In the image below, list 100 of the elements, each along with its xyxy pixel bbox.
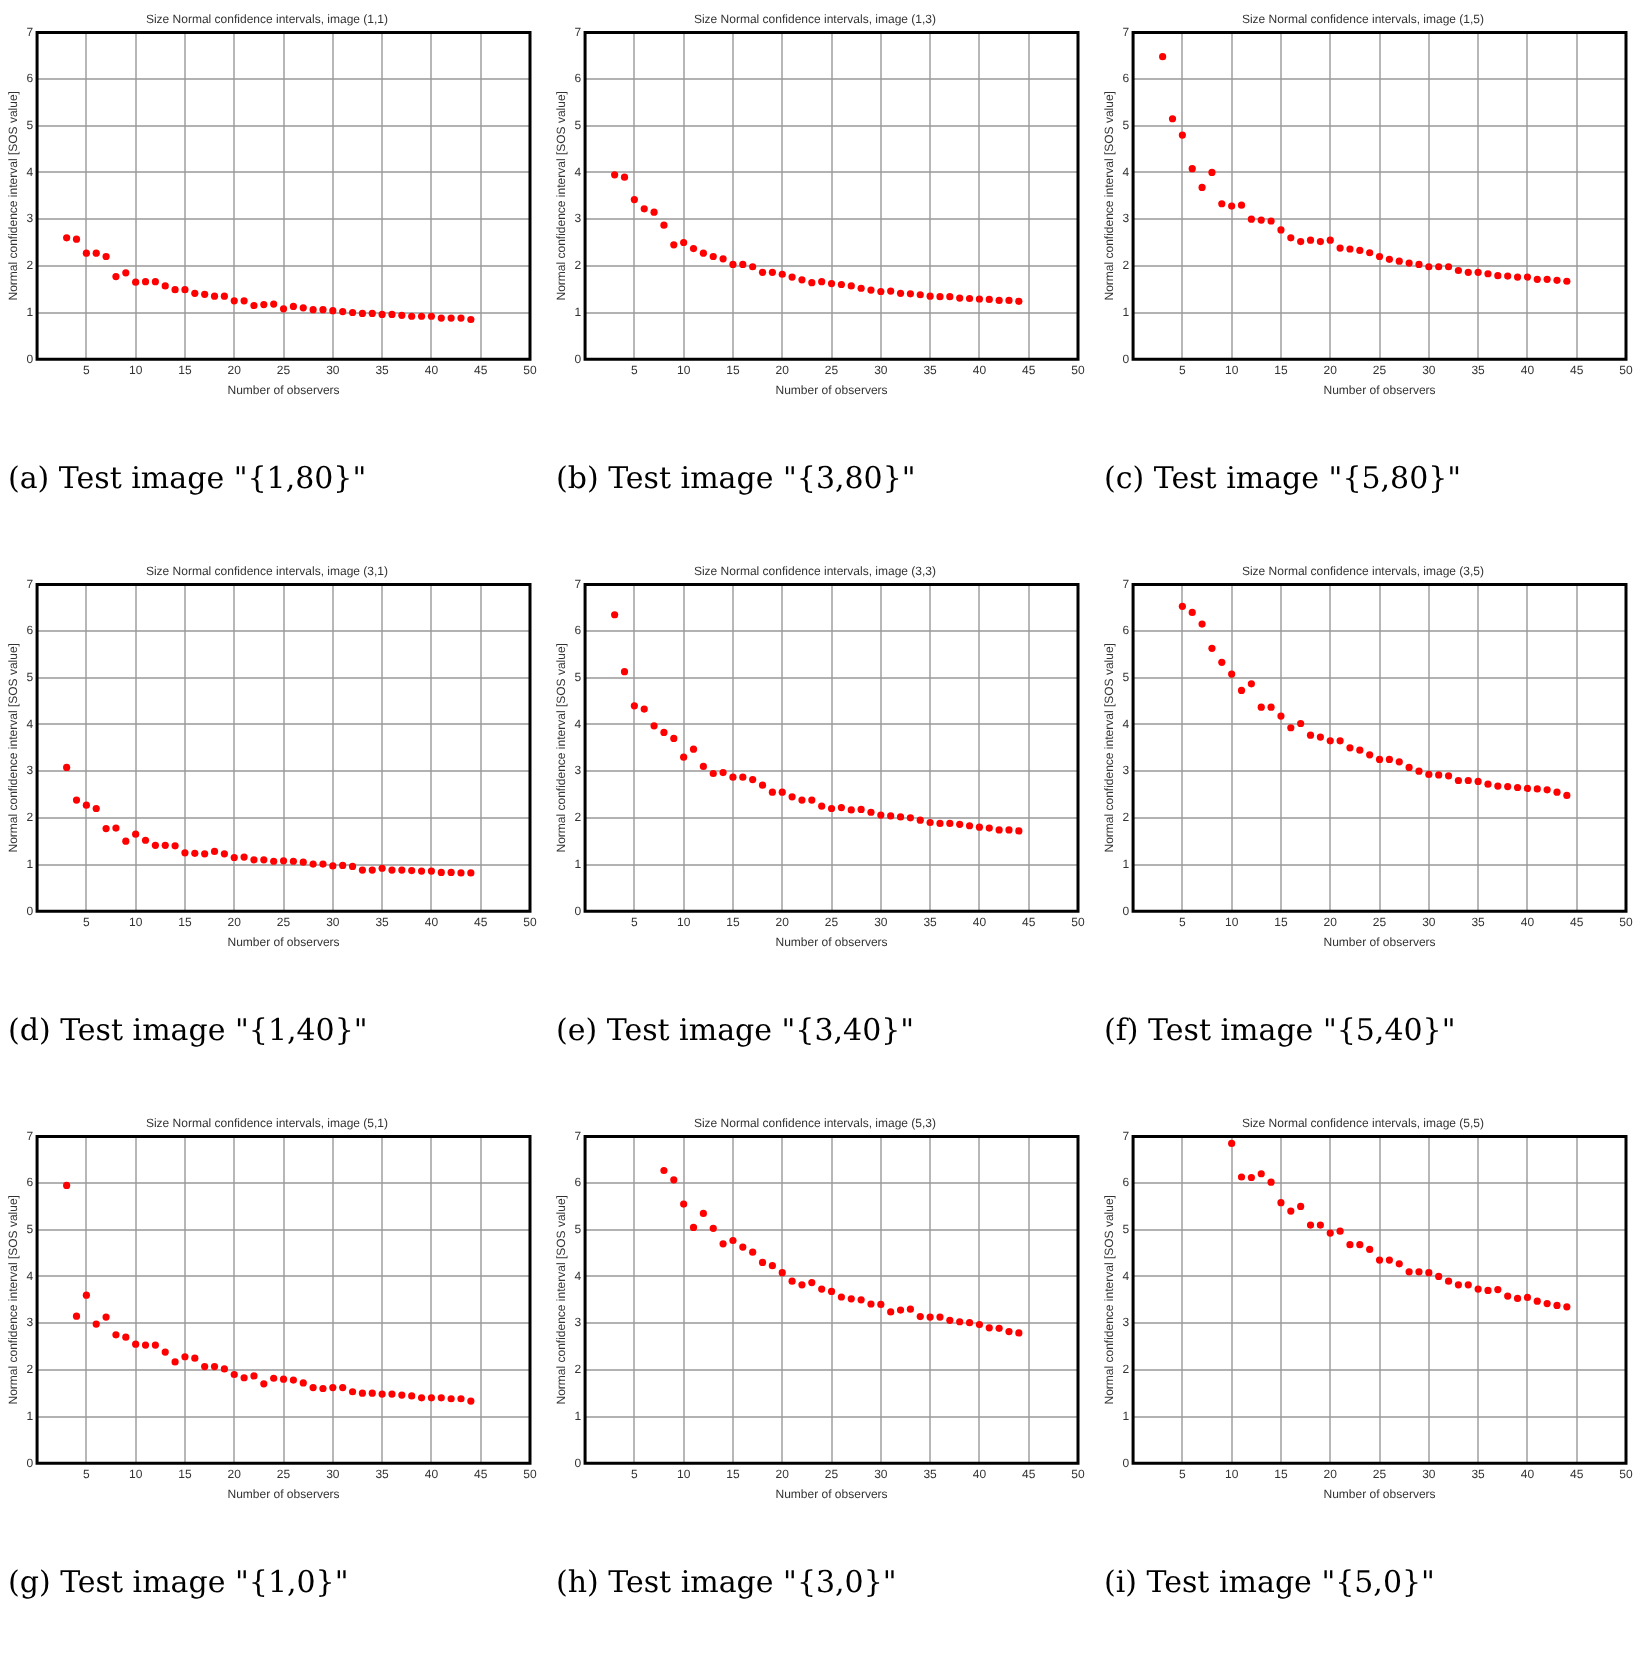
point — [1425, 263, 1433, 271]
text: (d) Test image "{1,40}" — [6, 1012, 370, 1048]
point — [398, 311, 406, 319]
point — [985, 824, 993, 832]
point — [965, 294, 974, 303]
point — [1464, 1281, 1472, 1289]
point — [1306, 236, 1315, 244]
point — [896, 289, 905, 297]
point — [956, 294, 964, 302]
point — [112, 1331, 120, 1339]
point — [788, 1277, 796, 1285]
point — [1563, 277, 1571, 285]
point — [788, 273, 796, 281]
point — [1395, 257, 1403, 265]
point — [857, 284, 865, 292]
point — [1306, 1221, 1315, 1229]
point — [1257, 216, 1265, 224]
point — [778, 1269, 786, 1277]
point — [467, 315, 475, 324]
point — [358, 309, 367, 318]
point — [210, 1362, 219, 1371]
point — [847, 1295, 855, 1303]
point — [956, 820, 964, 828]
point — [1326, 737, 1334, 745]
point — [1346, 744, 1354, 752]
point — [670, 734, 678, 743]
point — [102, 252, 110, 261]
point — [758, 1258, 767, 1267]
point — [82, 249, 90, 257]
point — [827, 279, 836, 288]
point — [877, 1300, 885, 1309]
point — [1015, 827, 1023, 835]
point — [467, 1397, 475, 1405]
point — [299, 1379, 307, 1387]
point — [1277, 226, 1285, 234]
point — [1287, 1207, 1295, 1215]
point — [1005, 1327, 1013, 1336]
point — [670, 1176, 678, 1184]
point — [1513, 1294, 1522, 1302]
point — [72, 1312, 81, 1320]
point — [141, 278, 150, 286]
point — [358, 866, 367, 874]
point — [936, 1313, 944, 1321]
point — [1257, 1170, 1265, 1178]
point — [1267, 217, 1275, 225]
point — [122, 1333, 130, 1341]
point — [1297, 237, 1305, 246]
point — [1513, 273, 1522, 281]
point — [1228, 670, 1236, 678]
point — [1474, 777, 1482, 786]
point — [867, 1300, 875, 1308]
point — [309, 306, 317, 314]
point — [201, 290, 209, 298]
point — [63, 763, 71, 772]
point — [818, 278, 826, 286]
point — [348, 862, 357, 870]
point — [630, 702, 638, 710]
point — [1523, 784, 1532, 793]
point — [102, 1313, 110, 1321]
point — [299, 304, 307, 312]
point — [427, 312, 436, 320]
point — [230, 297, 238, 305]
point — [680, 238, 688, 247]
point — [161, 1348, 169, 1356]
point — [270, 1374, 278, 1382]
point — [1237, 201, 1246, 209]
point — [729, 1236, 737, 1245]
point — [1435, 263, 1443, 271]
point — [457, 869, 465, 877]
point — [82, 801, 90, 809]
point — [1336, 244, 1344, 252]
point — [191, 289, 199, 297]
point — [132, 278, 140, 286]
point — [191, 1354, 199, 1362]
point — [1454, 776, 1463, 785]
point — [975, 823, 984, 831]
point — [339, 307, 347, 316]
point — [270, 857, 278, 865]
point — [339, 1383, 347, 1392]
point — [132, 1340, 140, 1348]
point — [1267, 1178, 1275, 1186]
point — [1504, 782, 1512, 791]
point — [946, 293, 954, 301]
point — [1316, 733, 1324, 741]
point — [1444, 772, 1453, 780]
point — [1287, 234, 1295, 242]
point — [1208, 168, 1216, 177]
point — [778, 788, 786, 796]
point — [1247, 680, 1255, 688]
point — [1188, 165, 1196, 173]
point — [368, 1389, 376, 1397]
point — [699, 1209, 707, 1218]
point — [112, 824, 120, 832]
point — [1533, 785, 1541, 793]
point — [161, 841, 169, 849]
point — [339, 861, 347, 870]
point — [289, 1376, 297, 1384]
point — [368, 866, 376, 874]
point — [240, 1374, 248, 1382]
point — [348, 308, 357, 317]
